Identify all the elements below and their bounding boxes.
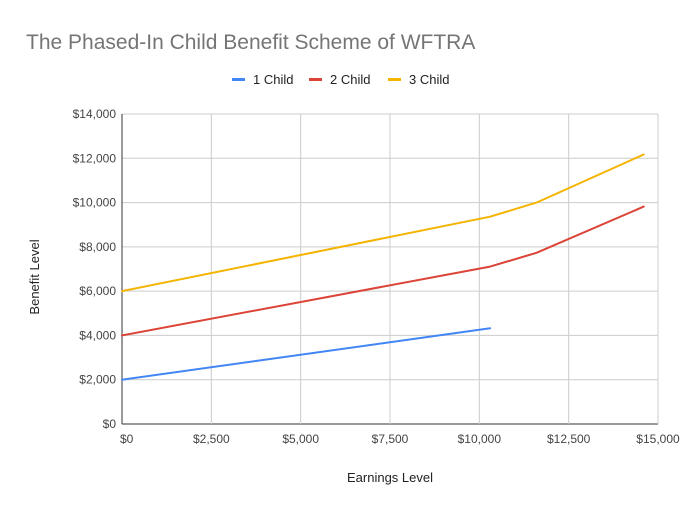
y-axis-label: Benefit Level <box>27 239 42 314</box>
legend-swatch <box>309 78 322 81</box>
x-tick-label: $15,000 <box>636 432 680 446</box>
y-tick-label: $0 <box>103 417 117 431</box>
y-tick-label: $12,000 <box>73 151 117 165</box>
y-tick-label: $10,000 <box>73 196 117 210</box>
y-tick-label: $8,000 <box>79 240 116 254</box>
grid-lines <box>121 113 659 425</box>
x-tick-label: $2,500 <box>193 432 230 446</box>
legend-label: 2 Child <box>330 72 370 87</box>
series-line-3-child <box>121 153 645 293</box>
x-tick-label: $5,000 <box>282 432 319 446</box>
legend-item-1-child: 1 Child <box>232 72 293 87</box>
series-line-2-child <box>121 205 645 337</box>
series-line-1-child <box>121 327 492 381</box>
x-axis-label: Earnings Level <box>347 470 433 485</box>
chart-title: The Phased-In Child Benefit Scheme of WF… <box>26 31 475 54</box>
legend-swatch <box>232 78 245 81</box>
legend-swatch <box>388 78 401 81</box>
legend-item-3-child: 3 Child <box>388 72 449 87</box>
legend-item-2-child: 2 Child <box>309 72 370 87</box>
legend-label: 3 Child <box>409 72 449 87</box>
legend: 1 Child 2 Child 3 Child <box>232 72 449 87</box>
x-tick-label: $0 <box>120 432 134 446</box>
series-lines <box>121 153 645 381</box>
x-axis-ticks: $0 $2,500 $5,000 $7,500 $10,000 $12,500 $15,00… <box>120 432 680 446</box>
legend-label: 1 Child <box>253 72 293 87</box>
y-tick-label: $4,000 <box>79 328 116 342</box>
y-axis-ticks: $0 $2,000 $4,000 $6,000 $8,000 $10,000 $12,000… <box>73 107 117 431</box>
y-tick-label: $14,000 <box>73 107 117 121</box>
x-tick-label: $12,500 <box>547 432 591 446</box>
y-tick-label: $6,000 <box>79 284 116 298</box>
x-tick-label: $10,000 <box>458 432 502 446</box>
y-tick-label: $2,000 <box>79 373 116 387</box>
x-tick-label: $7,500 <box>372 432 409 446</box>
